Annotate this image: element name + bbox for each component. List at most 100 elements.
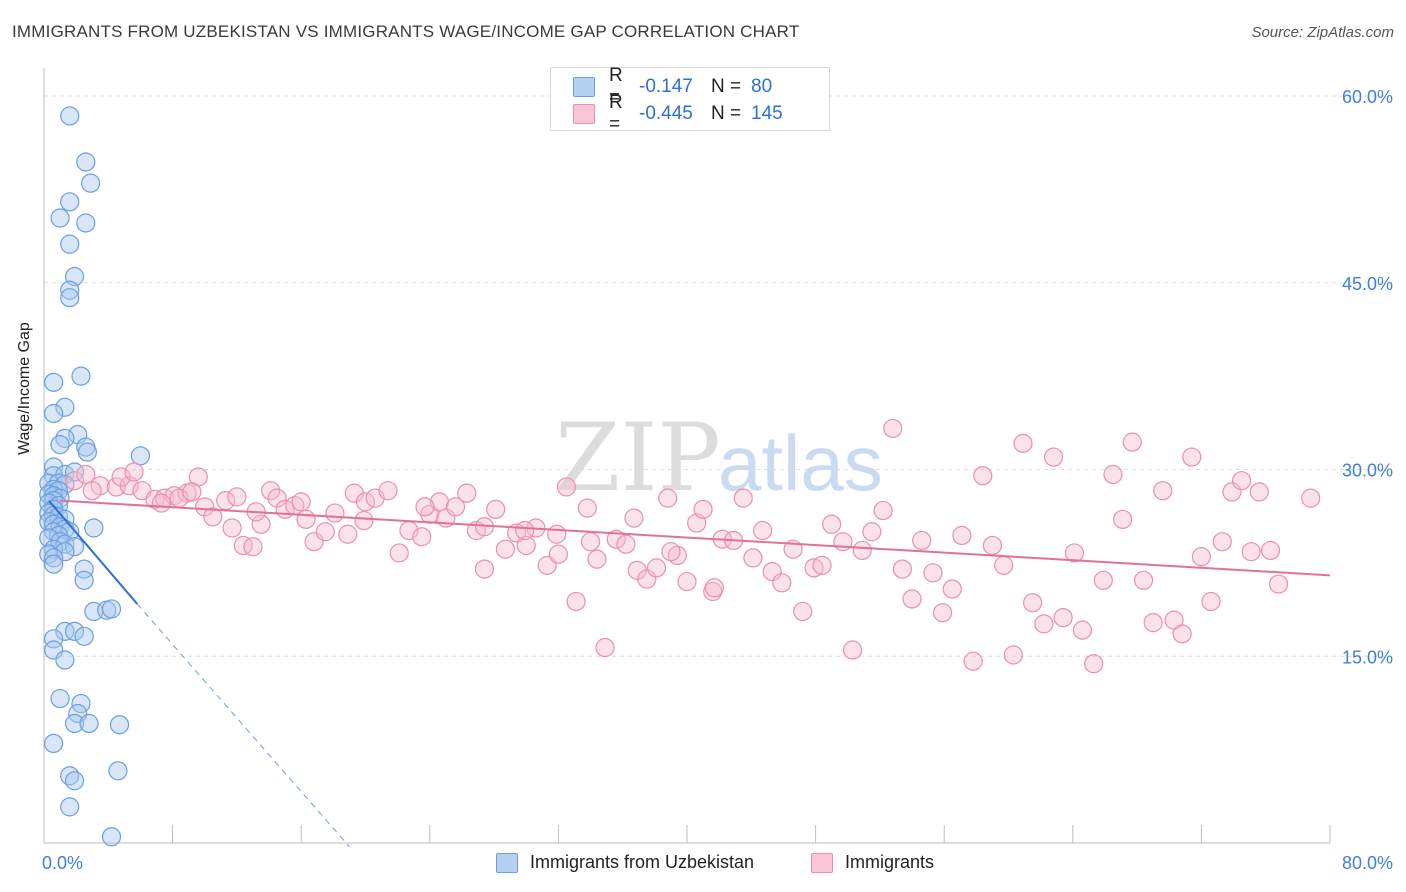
data-point <box>1182 447 1202 467</box>
data-point <box>44 372 64 392</box>
data-point <box>548 544 569 564</box>
data-point <box>812 555 832 575</box>
data-point <box>76 464 96 485</box>
data-point <box>822 514 842 534</box>
data-point <box>1172 624 1192 644</box>
data-point <box>389 543 409 563</box>
data-point <box>1122 432 1142 452</box>
data-point <box>1268 574 1289 594</box>
source-label: Source: ZipAtlas.com <box>1251 24 1394 41</box>
data-point <box>64 537 85 557</box>
bottom-legend-label: Immigrants <box>845 852 935 872</box>
legend-r-value: -0.147 <box>639 76 693 97</box>
data-point <box>108 761 128 781</box>
data-point <box>842 640 863 660</box>
data-point <box>222 518 242 538</box>
data-point <box>1143 613 1163 633</box>
data-point <box>195 497 215 517</box>
data-point <box>64 713 85 734</box>
data-point <box>973 466 993 486</box>
data-point <box>44 548 64 568</box>
data-point <box>1103 464 1123 485</box>
data-point <box>233 535 253 556</box>
data-point <box>1241 542 1261 562</box>
data-point <box>76 213 96 233</box>
data-point <box>1231 471 1252 491</box>
data-point <box>44 554 64 574</box>
stats-legend: R = -0.147 N = 80 R = -0.445 N = 145 <box>550 65 830 135</box>
data-point <box>923 563 943 583</box>
data-point <box>1301 488 1321 508</box>
data-point <box>616 534 636 554</box>
legend-r-value: -0.445 <box>639 103 693 124</box>
data-point <box>55 650 75 670</box>
data-point <box>902 589 922 609</box>
data-point <box>203 507 223 527</box>
data-point <box>64 621 85 641</box>
chart-title: IMMIGRANTS FROM UZBEKISTAN VS IMMIGRANTS… <box>12 22 800 41</box>
data-point <box>445 497 466 517</box>
y-axis-label: Wage/Income Gap <box>16 322 33 455</box>
data-point <box>55 397 75 417</box>
y-tick-label: 15.0% <box>1342 647 1393 667</box>
data-point <box>74 559 94 579</box>
tick-labels: 15.0% 30.0% 45.0% 60.0% 0.0% 80.0% <box>42 87 1393 873</box>
data-point <box>942 579 962 599</box>
series-uzbekistan-points <box>39 106 151 847</box>
data-point <box>182 482 202 502</box>
data-point <box>60 234 80 254</box>
data-point <box>1093 570 1113 590</box>
data-point <box>982 535 1003 556</box>
data-point <box>580 532 601 552</box>
data-point <box>693 499 713 519</box>
legend-row-uzbekistan: R = -0.147 N = 80 <box>573 65 772 108</box>
data-point <box>912 530 932 551</box>
grid <box>44 95 1392 657</box>
x-tick-label: 80.0% <box>1342 853 1393 873</box>
data-point <box>84 518 104 538</box>
data-point <box>606 529 626 549</box>
data-point <box>733 488 753 508</box>
data-point <box>994 555 1014 575</box>
data-point <box>261 481 281 501</box>
data-point <box>658 488 678 508</box>
data-point <box>661 542 681 562</box>
data-point <box>595 637 615 658</box>
watermark: ZIP atlas <box>555 404 883 513</box>
data-point <box>677 571 697 592</box>
legend-r-label: R = <box>609 92 623 135</box>
data-point <box>291 492 311 512</box>
data-point <box>952 525 972 546</box>
legend-n-value: 145 <box>751 103 783 124</box>
data-point <box>577 498 597 518</box>
data-point <box>227 487 247 507</box>
data-point <box>793 601 813 622</box>
watermark-zip: ZIP <box>555 404 721 513</box>
data-point <box>862 522 882 542</box>
data-point <box>587 549 607 569</box>
data-point <box>74 626 94 646</box>
x-tick-label: 0.0% <box>42 853 83 873</box>
data-point <box>1153 481 1173 501</box>
y-tick-label: 45.0% <box>1342 274 1393 294</box>
data-point <box>566 591 586 612</box>
legend-row-immigrants: R = -0.445 N = 145 <box>573 92 783 135</box>
data-point <box>82 481 102 501</box>
data-point <box>704 578 724 598</box>
data-point <box>624 508 644 528</box>
data-point <box>60 288 80 308</box>
data-point <box>752 520 773 541</box>
data-point <box>378 481 398 501</box>
data-point <box>60 797 80 817</box>
legend-swatch-pink <box>573 104 595 124</box>
data-point <box>1249 482 1269 502</box>
data-point <box>547 524 567 544</box>
data-point <box>355 492 376 512</box>
data-point <box>101 599 122 619</box>
bottom-legend-immigrants: Immigrants <box>811 852 934 873</box>
data-point <box>50 688 70 709</box>
data-point <box>44 403 64 424</box>
data-point <box>646 558 667 578</box>
data-point <box>932 603 953 623</box>
trend-line-uzbekistan <box>48 499 138 605</box>
